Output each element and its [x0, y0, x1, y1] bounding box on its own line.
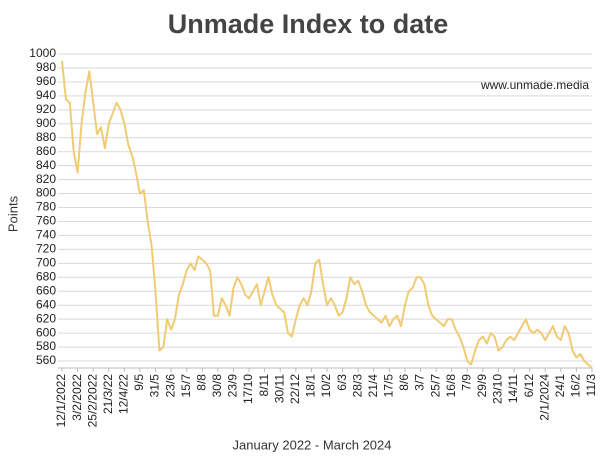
line-series: [61, 60, 593, 369]
annotation: www.unmade.media: [480, 78, 589, 92]
y-tick-label: 860: [36, 144, 56, 158]
x-tick-label: 25/2/2022: [85, 374, 99, 428]
x-tick-label: 25/7: [428, 374, 442, 398]
x-tick-label: 12/1/2022: [54, 374, 68, 428]
y-axis-label: Points: [5, 195, 20, 232]
y-tick-label: 600: [36, 325, 56, 339]
x-tick-label: 29/9: [475, 374, 489, 398]
x-tick-label: 3/7: [413, 374, 427, 391]
x-tick-label: 16/2: [569, 374, 583, 398]
y-tick-label: 620: [36, 311, 56, 325]
x-tick-label: 11/3: [584, 374, 598, 397]
y-tick-label: 720: [36, 242, 56, 256]
y-tick-label: 660: [36, 283, 56, 297]
x-tick-label: 9/5: [132, 374, 146, 391]
y-tick-label: 640: [36, 297, 56, 311]
x-axis-label: January 2022 - March 2024: [233, 437, 392, 452]
x-tick-label: 22/12: [288, 374, 302, 404]
x-tick-label: 2/1/2024: [537, 374, 551, 421]
x-tick-label: 23/10: [491, 374, 505, 404]
x-tick-label: 24/1: [553, 374, 567, 398]
y-tick-label: 1000: [29, 46, 56, 60]
y-tick-label: 980: [36, 60, 56, 74]
y-tick-label: 740: [36, 228, 56, 242]
y-tick-label: 840: [36, 158, 56, 172]
x-tick-label: 3/2/2022: [70, 374, 84, 421]
x-tick-label: 18/1: [304, 374, 318, 398]
y-tick-label: 960: [36, 74, 56, 88]
y-tick-label: 900: [36, 116, 56, 130]
y-tick-label: 760: [36, 214, 56, 228]
x-tick-label: 30/11: [272, 374, 286, 403]
y-tick-label: 680: [36, 269, 56, 283]
chart-title: Unmade Index to date: [168, 9, 449, 39]
y-tick-label: 700: [36, 256, 56, 270]
x-tick-label: 31/5: [148, 374, 162, 398]
y-tick-label: 820: [36, 172, 56, 186]
y-tick-label: 580: [36, 339, 56, 353]
x-tick-label: 21/4: [366, 374, 380, 398]
x-tick-label: 15/7: [179, 374, 193, 398]
x-tick-label: 16/8: [444, 374, 458, 398]
x-tick-label: 10/2: [319, 374, 333, 398]
x-tick-label: 17/5: [382, 374, 396, 398]
x-tick-label: 21/3/22: [101, 374, 115, 414]
x-tick-label: 23/6: [163, 374, 177, 398]
y-tick-label: 940: [36, 88, 56, 102]
x-tick-label: 28/3: [350, 374, 364, 398]
x-tick-label: 7/9: [459, 374, 473, 391]
y-tick-label: 560: [36, 353, 56, 367]
y-tick-label: 920: [36, 102, 56, 116]
x-tick-label: 23/9: [226, 374, 240, 398]
x-tick-label: 17/10: [241, 374, 255, 404]
y-tick-label: 800: [36, 186, 56, 200]
x-tick-label: 8/6: [397, 374, 411, 391]
x-tick-label: 8/8: [194, 374, 208, 391]
x-tick-label: 6/3: [335, 374, 349, 391]
x-tick-label: 14/11: [506, 374, 520, 403]
x-tick-label: 8/11: [257, 374, 271, 397]
x-tick-label: 6/12: [522, 374, 536, 398]
x-tick-label: 12/4/22: [117, 374, 131, 414]
y-tick-label: 880: [36, 130, 56, 144]
x-tick-label: 30/8: [210, 374, 224, 398]
y-tick-label: 780: [36, 200, 56, 214]
